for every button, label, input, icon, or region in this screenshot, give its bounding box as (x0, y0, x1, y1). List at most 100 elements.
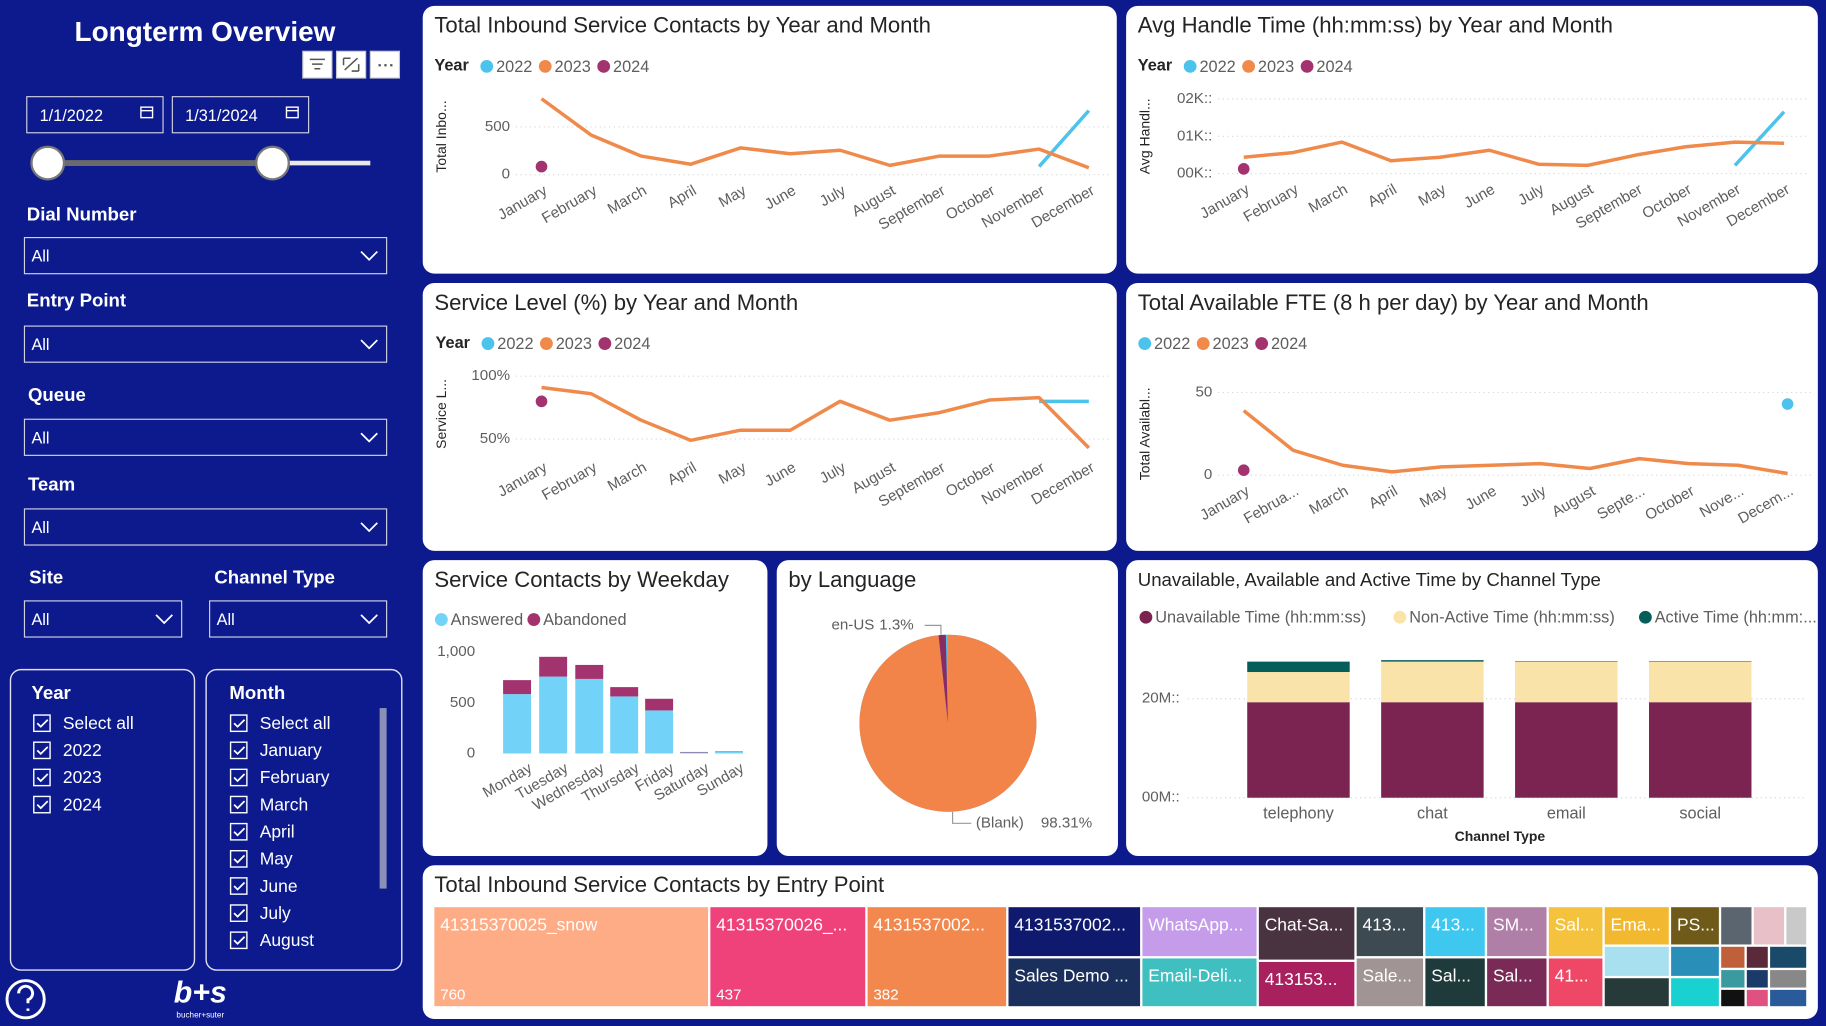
checkmark (36, 719, 49, 728)
legend-marker (539, 337, 553, 350)
treemap-tile-small (1721, 946, 1745, 968)
filter-dropdown[interactable] (23, 600, 183, 638)
treemap-tile (1548, 907, 1603, 957)
panel (1126, 5, 1818, 274)
slicer-item: July (260, 903, 291, 923)
date-value: 1/1/2022 (40, 107, 103, 125)
bar-segment (1247, 702, 1350, 798)
checkmark (233, 827, 246, 837)
tile-label: PS... (1677, 914, 1715, 934)
tile-value: 382 (873, 987, 898, 1004)
slicer-item: March (260, 794, 309, 814)
tile-label: 41315370026_... (716, 914, 847, 935)
y-axis-label: Service L... (433, 379, 449, 449)
treemap-tile (1487, 958, 1547, 1007)
date-value: 1/31/2024 (185, 107, 258, 125)
bar-segment (1381, 661, 1484, 703)
checkmark (36, 800, 49, 810)
panel (1126, 283, 1818, 551)
chart-title: Total Available FTE (8 h per day) by Yea… (1138, 290, 1649, 315)
legend-label: Abandoned (543, 611, 626, 629)
y-tick-label: 01K:: (1177, 127, 1212, 144)
treemap-tile-small (1721, 989, 1745, 1007)
checkbox[interactable] (33, 795, 51, 814)
slicer-item: May (260, 849, 293, 869)
checkbox[interactable] (33, 714, 51, 733)
filter-label: Queue (28, 384, 86, 405)
treemap-tile-small (1753, 907, 1785, 945)
bar-segment (575, 678, 604, 754)
treemap-tile-small (1671, 978, 1719, 1007)
filter-dropdown[interactable] (23, 418, 388, 456)
treemap-tile (1356, 958, 1424, 1007)
bar-segment (715, 751, 743, 754)
legend-label: 2023 (1258, 58, 1294, 76)
legend-label: 2024 (613, 58, 649, 76)
tile-value: 437 (716, 987, 741, 1004)
focus-icon (342, 57, 360, 72)
calendar-icon (285, 106, 299, 119)
x-tick-label: telephony (1263, 804, 1335, 822)
bar-segment (680, 752, 709, 754)
y-axis-label: Avg Handl... (1137, 98, 1153, 174)
filter-dropdown[interactable] (209, 600, 388, 638)
date-input[interactable] (171, 96, 310, 134)
chevron (360, 432, 378, 443)
sidebar-title: Longterm Overview (75, 16, 336, 47)
treemap-tile (1356, 907, 1424, 957)
chart-title: Avg Handle Time (hh:mm:ss) by Year and M… (1138, 13, 1613, 38)
filter-dropdown[interactable] (23, 508, 388, 546)
legend-title: Year (1138, 57, 1173, 75)
y-tick-label: 1,000 (437, 643, 475, 660)
treemap-tile-small (1604, 946, 1669, 976)
checkmark (233, 800, 246, 810)
checkmark (233, 909, 246, 918)
help-icon[interactable] (5, 979, 46, 1020)
chart-title: Service Level (%) by Year and Month (434, 290, 798, 315)
date-input[interactable] (26, 96, 164, 134)
legend-marker (597, 59, 611, 73)
filter-dropdown[interactable] (23, 325, 388, 363)
legend-label: 2022 (497, 335, 533, 353)
checkbox[interactable] (33, 768, 51, 787)
chevron (360, 614, 378, 625)
checkbox[interactable] (229, 768, 248, 787)
checkbox[interactable] (229, 741, 248, 760)
pie-value-label: 1.3% (879, 616, 913, 633)
slider-thumb[interactable] (30, 145, 66, 181)
checkbox[interactable] (33, 741, 51, 760)
filter-value: All (31, 429, 49, 447)
filter-icon (309, 58, 325, 70)
checkbox[interactable] (229, 931, 248, 950)
checkbox[interactable] (229, 795, 248, 814)
bar-segment (1247, 661, 1350, 673)
treemap-tile-small (1746, 946, 1768, 968)
legend-marker (527, 613, 541, 626)
y-tick-label: 50 (1195, 383, 1212, 400)
treemap-tile (867, 907, 1007, 1007)
bar-segment (575, 664, 604, 679)
slicer-item: 2023 (63, 767, 102, 787)
logo-caption: bucher+suter (176, 1011, 224, 1020)
checkbox[interactable] (229, 904, 248, 922)
filter-label: Team (28, 474, 75, 495)
checkbox[interactable] (229, 877, 248, 895)
checkbox[interactable] (229, 822, 248, 841)
checkbox[interactable] (229, 714, 248, 733)
bar-segment (1381, 702, 1484, 798)
filter-dropdown[interactable] (23, 237, 388, 275)
legend-marker (1300, 59, 1314, 73)
legend-marker (434, 613, 448, 626)
treemap-tile-small (1721, 907, 1752, 945)
treemap-tile-small (1721, 970, 1745, 988)
tile-label: Sales Demo ... (1014, 966, 1128, 986)
checkbox[interactable] (229, 850, 248, 868)
slicer-title: Year (31, 682, 70, 703)
slider-thumb[interactable] (255, 145, 290, 181)
bar-segment (1515, 661, 1618, 703)
treemap-tile (1671, 907, 1719, 945)
legend-label: 2023 (1213, 335, 1249, 353)
slicer-item: June (260, 876, 298, 896)
scrollbar (379, 708, 387, 889)
legend-label: 2022 (1154, 335, 1190, 353)
